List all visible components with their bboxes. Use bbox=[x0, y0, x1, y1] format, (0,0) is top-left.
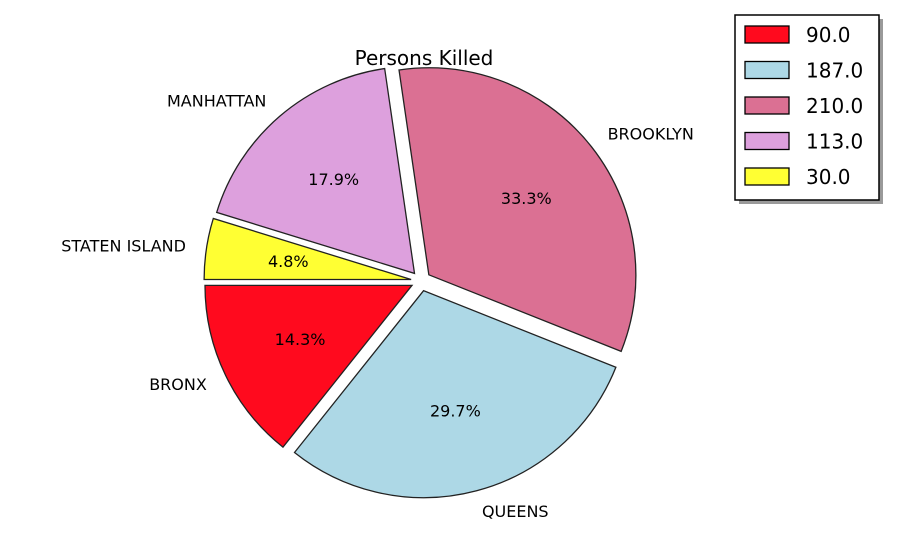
pie-percent-label: 17.9% bbox=[308, 170, 359, 189]
pie-percent-label: 29.7% bbox=[430, 402, 481, 421]
pie-category-label: BROOKLYN bbox=[608, 125, 694, 144]
legend-entry-label: 187.0 bbox=[806, 59, 863, 83]
pie-slice-manhattan bbox=[215, 67, 416, 275]
legend-entry-label: 30.0 bbox=[806, 165, 851, 189]
pie-slice-brooklyn bbox=[398, 67, 637, 353]
pie-slice-bronx bbox=[204, 284, 414, 449]
pie-percent-label: 14.3% bbox=[275, 330, 326, 349]
legend-swatch bbox=[744, 131, 790, 151]
legend-items: 90.0 187.0 210.0 113.0 30.0 bbox=[744, 23, 863, 189]
pie-category-label: MANHATTAN bbox=[167, 91, 266, 110]
pie-slices bbox=[203, 67, 637, 499]
chart-title: Persons Killed bbox=[355, 46, 494, 70]
legend-swatch bbox=[744, 96, 790, 115]
pie-slice-queens bbox=[293, 289, 617, 499]
legend-entry-label: 113.0 bbox=[806, 130, 863, 154]
pie-category-label: BRONX bbox=[149, 375, 207, 394]
pie-category-label: QUEENS bbox=[482, 502, 549, 521]
pie-category-label: STATEN ISLAND bbox=[61, 237, 186, 256]
legend-swatch bbox=[744, 167, 790, 186]
pie-percent-label: 4.8% bbox=[268, 252, 309, 271]
legend-swatch bbox=[744, 25, 790, 44]
legend-entry-label: 90.0 bbox=[806, 23, 851, 47]
pie-percent-label: 33.3% bbox=[501, 189, 552, 208]
legend: 90.0 187.0 210.0 113.0 30.0 bbox=[734, 14, 883, 204]
legend-entry-label: 210.0 bbox=[806, 94, 863, 118]
pie-slice-staten-island bbox=[203, 217, 412, 281]
pie-labels: 14.3% BRONX 29.7% QUEENS 33.3% BROOKLYN 17.9% M… bbox=[61, 91, 694, 520]
legend-swatch bbox=[744, 60, 790, 80]
